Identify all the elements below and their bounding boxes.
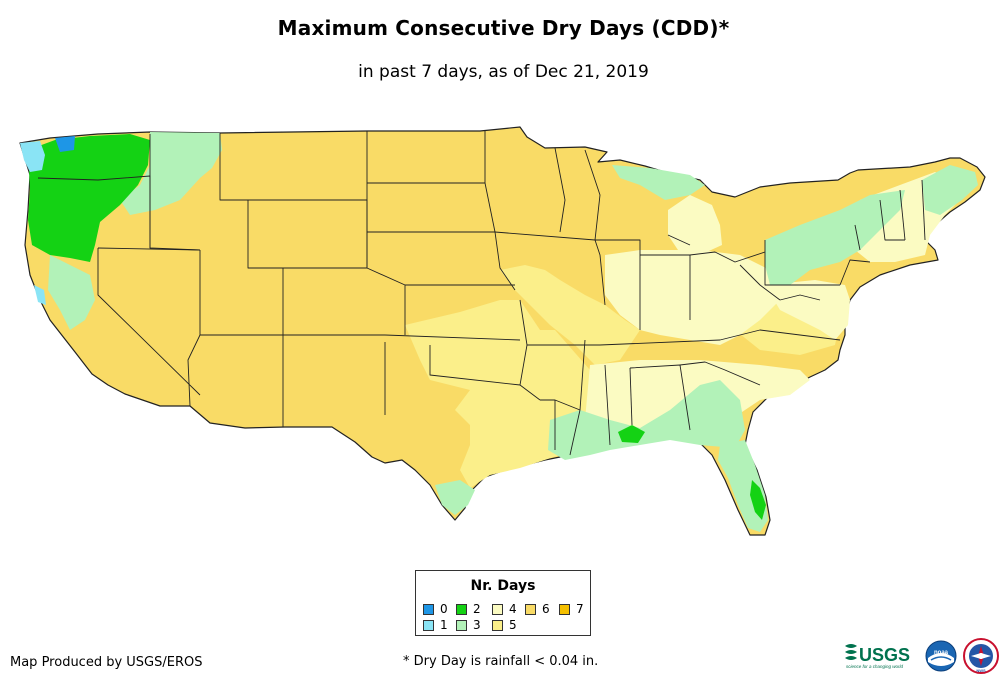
region-4-michigan <box>668 195 722 255</box>
legend-swatch <box>559 604 570 615</box>
region-4-mid-atlantic <box>765 280 850 340</box>
legend-title: Nr. Days <box>470 578 536 594</box>
region-3-california-coast <box>48 255 95 330</box>
region-2-pacific-northwest <box>28 134 150 262</box>
nws-logo: NWS <box>963 638 999 674</box>
region-0-olympic <box>55 136 75 152</box>
noaa-logo: noaa <box>925 640 957 672</box>
usgs-tagline: science for a changing world <box>846 664 904 669</box>
region-4-ohio-valley <box>605 250 780 345</box>
legend-label: 0 <box>440 602 448 616</box>
region-3-gulf-coast <box>548 380 745 460</box>
legend: Nr. Days 0 1 2 3 4 5 6 7 <box>415 570 591 636</box>
nws-wordmark: NWS <box>976 668 986 673</box>
region-1-north-coast-ca <box>34 285 46 305</box>
legend-label: 5 <box>509 618 517 632</box>
noaa-wordmark: noaa <box>934 650 949 656</box>
legend-label: 3 <box>473 618 481 632</box>
dry-day-footnote: * Dry Day is rainfall < 0.04 in. <box>403 654 599 669</box>
legend-swatch <box>423 620 434 631</box>
region-3-great-lakes-north <box>612 165 705 200</box>
legend-item-7: 7 <box>559 603 584 615</box>
legend-item-0: 0 <box>423 603 448 615</box>
legend-item-2: 2 <box>456 603 481 615</box>
map-subtitle: in past 7 days, as of Dec 21, 2019 <box>358 62 649 82</box>
legend-label: 1 <box>440 618 448 632</box>
state-borders <box>37 131 926 456</box>
region-2-gulf-pocket <box>618 425 645 443</box>
legend-label: 4 <box>509 602 517 616</box>
region-5-plains-east <box>405 300 590 488</box>
region-3-northwest-inland <box>120 132 222 215</box>
credit-text: Map Produced by USGS/EROS <box>10 655 203 670</box>
legend-label: 6 <box>542 602 550 616</box>
legend-item-1: 1 <box>423 619 448 631</box>
usgs-wordmark: USGS <box>859 645 910 665</box>
legend-swatch <box>492 604 503 615</box>
legend-swatch <box>525 604 536 615</box>
region-3-maine <box>922 165 978 215</box>
legend-item-4: 4 <box>492 603 517 615</box>
legend-item-3: 3 <box>456 619 481 631</box>
legend-item-6: 6 <box>525 603 550 615</box>
usgs-logo: USGS science for a changing world <box>845 644 910 669</box>
legend-swatch <box>492 620 503 631</box>
legend-swatch <box>456 604 467 615</box>
region-3-pennsylvania <box>765 190 905 285</box>
region-2-east-florida <box>750 480 766 520</box>
legend-item-5: 5 <box>492 619 517 631</box>
legend-label: 2 <box>473 602 481 616</box>
legend-swatch <box>423 604 434 615</box>
us-dry-days-map <box>19 126 986 536</box>
region-3-south-texas <box>435 480 475 515</box>
region-5-midwest <box>500 265 640 365</box>
region-1-puget-sound <box>20 141 45 172</box>
legend-label: 7 <box>576 602 584 616</box>
map-title: Maximum Consecutive Dry Days (CDD)* <box>277 16 730 40</box>
legend-swatch <box>456 620 467 631</box>
